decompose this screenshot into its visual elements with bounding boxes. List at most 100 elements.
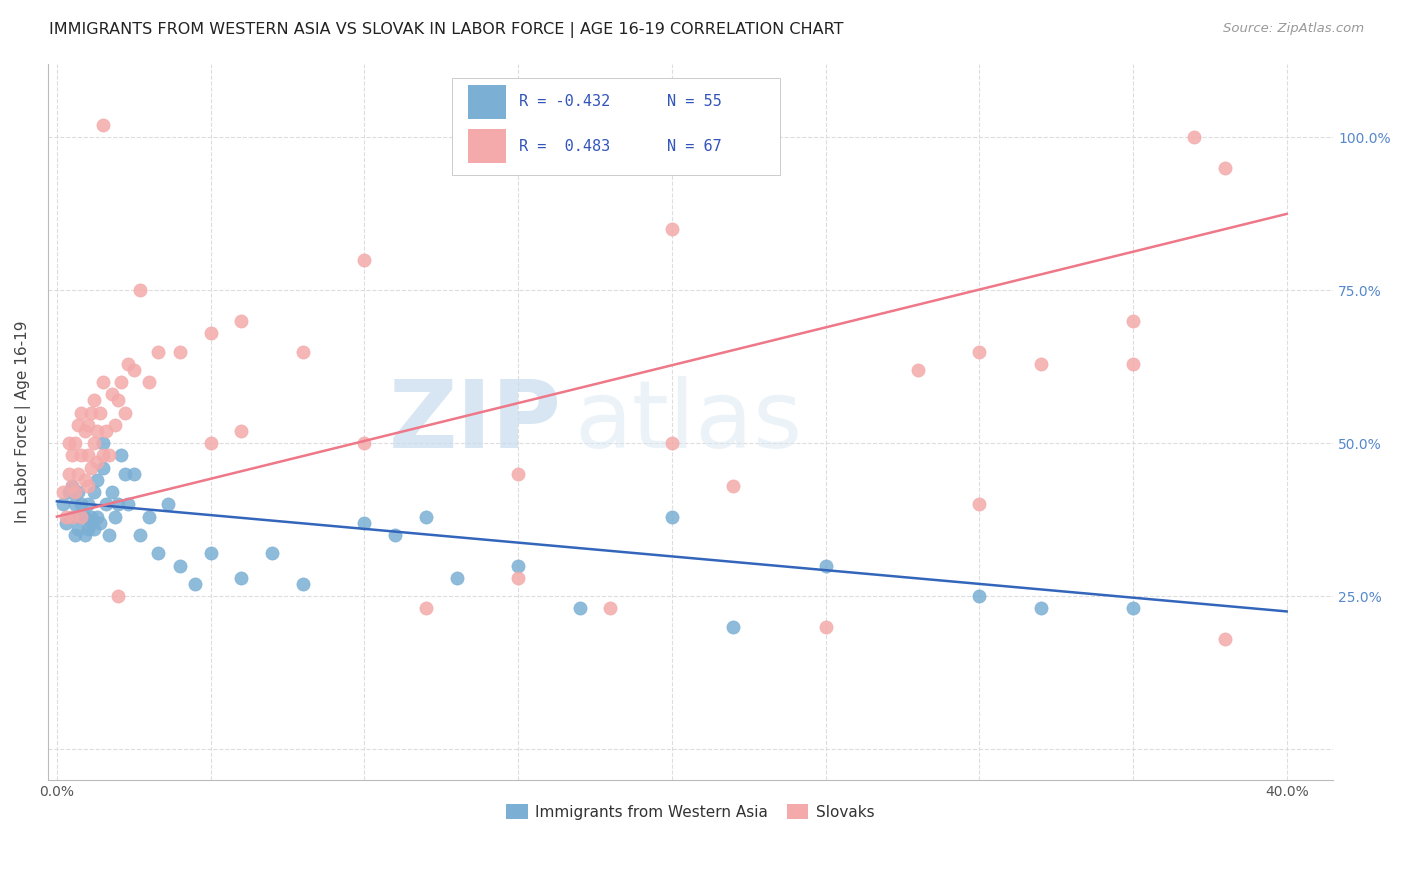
FancyBboxPatch shape [453,78,780,175]
Point [661,436,683,450]
Point [200,546,222,560]
Text: R = -0.432: R = -0.432 [519,95,610,109]
Point [723,620,745,634]
Point [907,363,929,377]
Point [1029,601,1052,615]
Point [65,485,87,500]
Point [169,344,191,359]
Point [58,436,80,450]
Point [67,467,90,481]
Point [122,363,145,377]
Point [814,620,837,634]
Point [70,406,93,420]
Point [52,497,75,511]
Point [83,485,105,500]
Point [76,497,98,511]
Point [114,467,136,481]
Point [83,522,105,536]
Point [1184,130,1206,145]
Point [94,424,117,438]
Point [967,344,990,359]
Point [73,509,96,524]
Point [91,449,114,463]
Text: N = 67: N = 67 [666,138,721,153]
Point [148,546,170,560]
Point [353,252,375,267]
Legend: Immigrants from Western Asia, Slovaks: Immigrants from Western Asia, Slovaks [501,797,880,826]
Point [70,497,93,511]
Point [110,375,132,389]
Point [89,516,111,530]
Point [70,509,93,524]
Point [231,424,253,438]
Point [353,436,375,450]
Point [101,387,124,401]
Text: atlas: atlas [575,376,803,467]
Point [291,344,314,359]
Point [967,589,990,603]
Point [80,516,103,530]
Point [107,589,129,603]
Text: N = 55: N = 55 [666,95,721,109]
Point [1122,601,1144,615]
Point [55,516,77,530]
Point [101,485,124,500]
Point [110,449,132,463]
Point [67,417,90,432]
Point [60,509,83,524]
Point [58,485,80,500]
Point [200,326,222,340]
Point [231,314,253,328]
Point [353,516,375,530]
Point [814,558,837,573]
Point [80,509,103,524]
Point [70,509,93,524]
Point [60,449,83,463]
Text: R =  0.483: R = 0.483 [519,138,610,153]
Point [117,497,139,511]
Point [291,577,314,591]
Point [76,479,98,493]
Point [76,449,98,463]
Y-axis label: In Labor Force | Age 16-19: In Labor Force | Age 16-19 [15,320,31,523]
Point [506,467,529,481]
Point [86,454,108,468]
Point [1122,314,1144,328]
Point [200,436,222,450]
Text: IMMIGRANTS FROM WESTERN ASIA VS SLOVAK IN LABOR FORCE | AGE 16-19 CORRELATION CH: IMMIGRANTS FROM WESTERN ASIA VS SLOVAK I… [49,22,844,38]
Point [129,283,152,297]
Point [104,509,127,524]
Point [76,522,98,536]
Point [107,393,129,408]
Point [231,571,253,585]
Point [169,558,191,573]
Point [86,473,108,487]
Point [661,509,683,524]
Point [91,460,114,475]
Point [506,558,529,573]
Point [967,497,990,511]
Point [1213,632,1236,646]
Point [506,571,529,585]
Point [91,118,114,132]
Point [65,528,87,542]
Point [129,528,152,542]
FancyBboxPatch shape [468,85,506,119]
Point [262,546,284,560]
Point [156,497,179,511]
Point [73,424,96,438]
Point [184,577,207,591]
Point [55,509,77,524]
Point [58,467,80,481]
Point [107,497,129,511]
Point [415,601,437,615]
Point [122,467,145,481]
Point [599,601,621,615]
Point [104,417,127,432]
Point [89,406,111,420]
Point [1122,357,1144,371]
Point [1029,357,1052,371]
Point [723,479,745,493]
Point [60,479,83,493]
Point [73,473,96,487]
